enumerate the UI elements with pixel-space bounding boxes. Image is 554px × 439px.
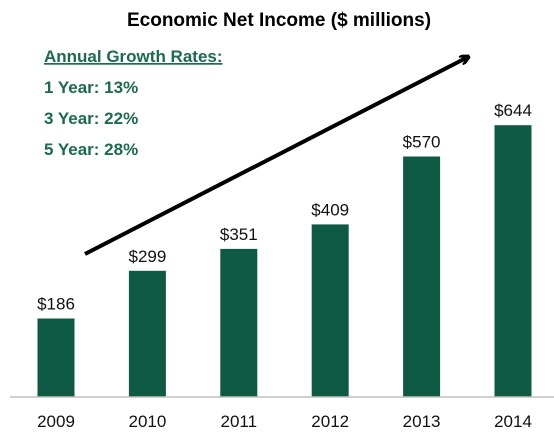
x-tick-label-2013: 2013 xyxy=(403,412,441,431)
bar-labels-group: $186 $299 $351 $409 $570 $644 xyxy=(37,101,532,313)
bar-2014 xyxy=(494,125,532,397)
growth-rate-1-year: 1 Year: 13% xyxy=(44,78,138,97)
bar-2009 xyxy=(37,318,75,397)
growth-rates-heading: Annual Growth Rates: xyxy=(44,47,223,66)
data-label-2014: $644 xyxy=(494,101,532,120)
x-tick-label-2009: 2009 xyxy=(37,412,75,431)
bar-2010 xyxy=(128,270,166,397)
data-label-2012: $409 xyxy=(311,200,349,219)
data-label-2013: $570 xyxy=(403,133,441,152)
x-tick-label-2012: 2012 xyxy=(311,412,349,431)
bars-group xyxy=(37,125,532,397)
trend-arrow xyxy=(84,57,468,256)
chart-title: Economic Net Income ($ millions) xyxy=(127,10,431,31)
growth-rate-5-year: 5 Year: 28% xyxy=(44,140,138,159)
data-label-2010: $299 xyxy=(128,247,166,266)
growth-rate-3-year: 3 Year: 22% xyxy=(44,109,138,128)
x-tick-label-2011: 2011 xyxy=(221,412,258,431)
bar-2013 xyxy=(403,156,441,397)
data-label-2009: $186 xyxy=(37,295,75,314)
bar-2011 xyxy=(220,248,258,397)
x-axis-ticks: 2009 2010 2011 2012 2013 2014 xyxy=(37,412,532,431)
x-tick-label-2014: 2014 xyxy=(494,412,532,431)
data-label-2011: $351 xyxy=(220,225,258,244)
x-tick-label-2010: 2010 xyxy=(128,412,166,431)
bar-2012 xyxy=(311,224,349,397)
